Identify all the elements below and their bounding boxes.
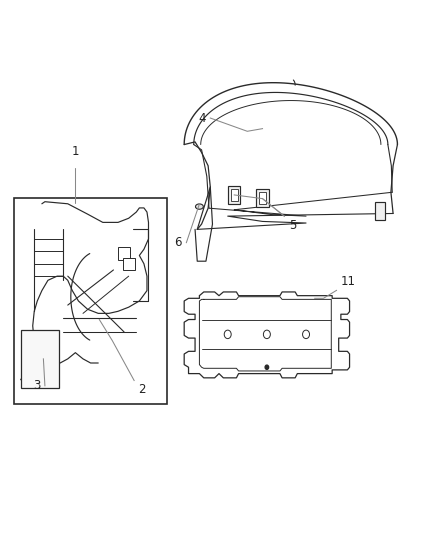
Bar (231, 189, 238, 201)
Circle shape (265, 365, 268, 369)
Text: 6: 6 (174, 236, 182, 249)
Text: 1: 1 (72, 145, 79, 158)
Text: 5: 5 (289, 219, 296, 232)
Bar (21, 330, 59, 388)
Circle shape (303, 330, 310, 338)
Bar (259, 192, 266, 204)
Bar (123, 257, 135, 270)
Bar (14, 198, 167, 405)
Ellipse shape (195, 204, 203, 209)
Bar (375, 203, 385, 220)
Text: 3: 3 (33, 379, 41, 392)
Circle shape (224, 330, 231, 338)
Circle shape (263, 330, 270, 338)
Text: 11: 11 (341, 274, 356, 288)
Text: 4: 4 (198, 111, 206, 125)
Bar (118, 247, 130, 260)
Text: 2: 2 (138, 383, 146, 396)
Bar (228, 186, 240, 204)
Bar (256, 189, 268, 207)
